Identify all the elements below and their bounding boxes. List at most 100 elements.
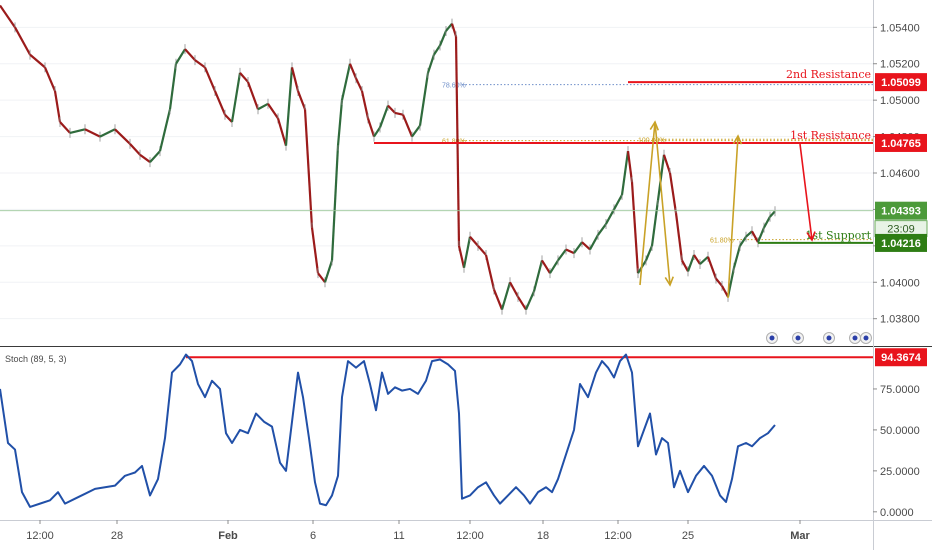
time-tick-label: 18 <box>537 530 549 542</box>
price-segment <box>366 118 376 137</box>
price-segment <box>246 81 260 110</box>
stoch-tick-label: 50.0000 <box>880 425 920 437</box>
projection-arrow-head <box>806 231 816 242</box>
price-segment <box>662 154 672 174</box>
price-segment <box>411 125 421 138</box>
price-tick-label: 1.05000 <box>880 95 920 107</box>
price-segment <box>53 90 62 123</box>
price-segment <box>589 234 599 251</box>
price-segment <box>620 150 630 196</box>
price-segment <box>129 143 141 156</box>
price-segment <box>317 272 326 283</box>
price-segment <box>267 103 279 119</box>
price-segment <box>0 4 16 28</box>
price-segment <box>532 260 544 292</box>
price-segment <box>739 236 747 247</box>
price-segment <box>194 59 206 69</box>
price-segment <box>59 121 71 134</box>
price-segment <box>84 128 101 138</box>
price-segment <box>139 153 151 163</box>
stoch-level-value: 94.3674 <box>881 352 922 364</box>
stoch-level-tag <box>875 348 927 367</box>
price-segment <box>43 66 57 92</box>
price-segment <box>681 259 689 272</box>
event-flag-icon[interactable] <box>795 335 801 341</box>
projection-arrow <box>654 121 671 286</box>
price-segment <box>605 208 615 225</box>
support-resistance-levels[interactable]: 2nd Resistance 1.05099 1st Resistance 1.047… <box>374 68 927 252</box>
event-flag-icon[interactable] <box>826 335 832 341</box>
price-segment <box>524 290 536 311</box>
level-price-value: 1.04216 <box>881 238 921 250</box>
price-segment <box>276 118 288 146</box>
price-segment <box>184 48 196 61</box>
price-axis-ticks: 1.054001.052001.050001.048001.046001.044… <box>873 22 920 326</box>
price-segment <box>14 26 31 56</box>
time-tick-label: 12:00 <box>26 530 54 542</box>
price-tick-label: 1.04600 <box>880 168 920 180</box>
stoch-line <box>0 353 776 508</box>
price-segment <box>224 113 233 123</box>
economic-event-icons[interactable] <box>766 332 872 344</box>
price-segment <box>626 151 634 183</box>
price-segment <box>686 254 696 272</box>
time-tick-label: 25 <box>682 530 694 542</box>
time-axis-ticks: 12:00 28 Feb 6 11 12:00 18 12:00 25 Mar <box>26 520 810 542</box>
price-segment <box>450 23 458 37</box>
level-name: 1st Resistance <box>790 129 871 142</box>
price-segment <box>469 236 479 247</box>
countdown-value: 23:09 <box>887 224 915 236</box>
price-segment <box>492 289 504 310</box>
stoch-level[interactable]: 94.3674 <box>186 348 927 367</box>
price-segment <box>445 22 453 32</box>
level-name: 2nd Resistance <box>786 68 871 81</box>
event-flag-icon[interactable] <box>852 335 858 341</box>
price-segment <box>715 277 723 287</box>
level-price-value: 1.04765 <box>881 138 921 150</box>
price-segment <box>517 296 527 311</box>
price-segment <box>769 210 776 218</box>
event-flag-icon[interactable] <box>769 335 775 341</box>
time-tick-label: 6 <box>310 530 316 542</box>
projection-arrow-head <box>732 134 743 145</box>
time-tick-label: Feb <box>218 530 238 542</box>
price-tick-label: 1.04000 <box>880 277 920 289</box>
price-segment <box>500 281 512 310</box>
level-price-tag <box>875 133 927 152</box>
time-tick-label: 11 <box>393 530 404 542</box>
price-segment <box>284 67 294 146</box>
fib-level-label: 78.60% <box>442 83 466 90</box>
stoch-axis-ticks: 75.0000 50.0000 25.0000 0.0000 <box>873 384 920 519</box>
current-price-tag <box>875 201 927 220</box>
price-segment <box>378 105 390 128</box>
projection-arrows <box>639 120 816 299</box>
price-segment <box>418 72 430 126</box>
price-segment <box>168 63 178 110</box>
price-segment <box>360 90 370 119</box>
stoch-series <box>0 353 776 508</box>
time-tick-label: Mar <box>790 530 810 542</box>
price-segment <box>257 102 269 111</box>
price-segment <box>114 128 131 145</box>
price-segment <box>149 150 161 163</box>
level-name: 1st Support <box>805 229 871 242</box>
price-segment <box>290 67 300 92</box>
event-flag-icon[interactable] <box>863 335 869 341</box>
price-segment <box>457 245 466 268</box>
price-segment <box>203 66 217 92</box>
projection-arrow-head <box>664 276 674 287</box>
fib-level-label: 61.80% <box>710 238 734 245</box>
price-segment <box>693 254 701 265</box>
price-segment <box>573 241 583 254</box>
time-tick-label: 28 <box>111 530 123 542</box>
price-segment <box>387 104 396 114</box>
projection-arrow <box>639 121 656 286</box>
price-segment <box>650 200 660 246</box>
price-segment <box>613 194 623 210</box>
price-segment <box>745 230 753 238</box>
price-segment <box>699 255 709 265</box>
price-segment <box>438 30 448 46</box>
price-segment <box>336 100 344 146</box>
